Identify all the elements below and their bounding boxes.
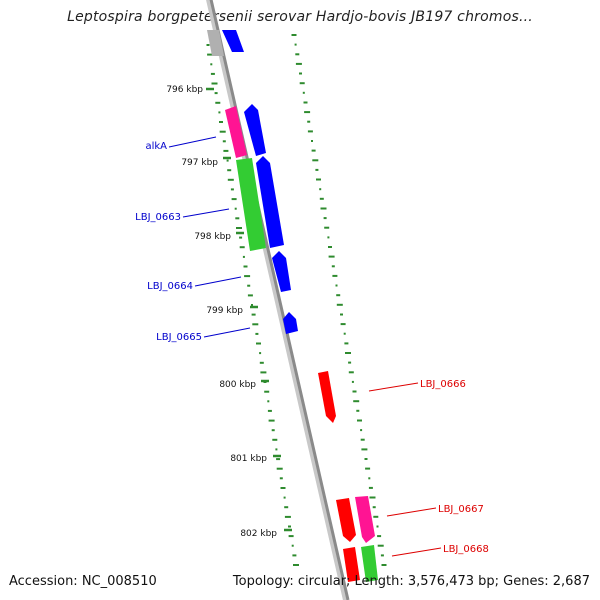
gene-label-lbj0666[interactable]: LBJ_0666	[420, 379, 466, 390]
kbp-label-801: 801 kbp	[230, 454, 267, 464]
map-title: Leptospira borgpetersenii serovar Hardjo…	[67, 9, 533, 25]
gc-skew-ticks	[206, 34, 387, 566]
kbp-label-800: 800 kbp	[219, 380, 256, 390]
gene-blue-top[interactable]	[222, 30, 244, 52]
leader-lbj0668	[391, 547, 442, 557]
leader-lbj0665	[203, 327, 251, 338]
leader-alka	[168, 136, 217, 148]
gene-lbj0666-red[interactable]	[318, 371, 336, 423]
gene-lbj0663-blue[interactable]	[256, 156, 284, 248]
gene-label-alka[interactable]: alkA	[145, 141, 167, 152]
gene-label-lbj0668[interactable]: LBJ_0668	[443, 544, 489, 555]
gene-label-lbj0664[interactable]: LBJ_0664	[147, 281, 193, 292]
gene-lbj0663-green[interactable]	[236, 158, 266, 251]
kbp-label-798: 798 kbp	[194, 232, 231, 242]
accession-text: Accession: NC_008510	[9, 574, 157, 589]
kbp-axis: 796 kbp 797 kbp 798 kbp 799 kbp 800 kbp …	[166, 85, 292, 539]
leader-lbj0664	[194, 276, 242, 287]
gene-alka-blue[interactable]	[244, 104, 266, 156]
gene-label-lbj0663[interactable]: LBJ_0663	[135, 212, 181, 223]
gene-alka-magenta[interactable]	[225, 106, 247, 158]
gene-labels: alkA LBJ_0663 LBJ_0664 LBJ_0665 LBJ_0666…	[135, 136, 489, 557]
gene-lbj0665-blue[interactable]	[283, 312, 298, 334]
kbp-label-802: 802 kbp	[240, 529, 277, 539]
backbone-shadow	[206, 0, 349, 600]
gene-label-lbj0665[interactable]: LBJ_0665	[156, 332, 202, 343]
kbp-label-797: 797 kbp	[181, 158, 218, 168]
gene-lbj0667-magenta[interactable]	[355, 496, 375, 543]
gene-lbj0668-red[interactable]	[343, 547, 360, 582]
gene-features	[207, 30, 378, 582]
leader-lbj0666	[368, 382, 419, 392]
backbone-line	[209, 0, 350, 600]
kbp-label-799: 799 kbp	[206, 306, 243, 316]
gene-lbj0664-blue[interactable]	[272, 251, 291, 292]
gene-lbj0667-red[interactable]	[336, 498, 356, 542]
leader-lbj0663	[182, 208, 230, 218]
gene-gray-top[interactable]	[207, 30, 224, 56]
genome-summary-text: Topology: circular; Length: 3,576,473 bp…	[232, 574, 590, 589]
gene-label-lbj0667[interactable]: LBJ_0667	[438, 504, 484, 515]
gene-lbj0668-green[interactable]	[361, 545, 378, 582]
kbp-label-796: 796 kbp	[166, 85, 203, 95]
leader-lbj0667	[386, 507, 437, 517]
